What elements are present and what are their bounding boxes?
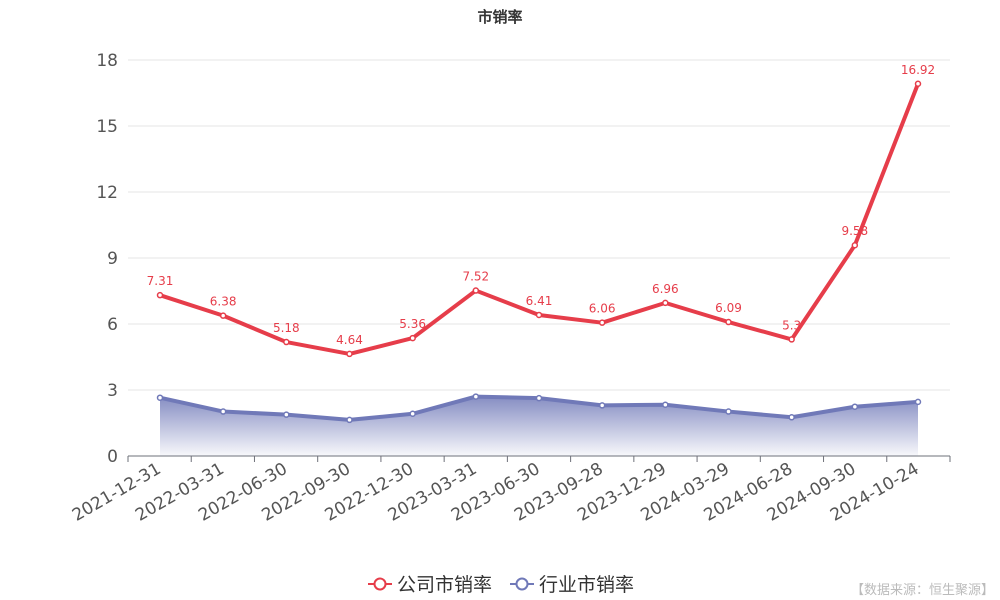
data-label: 6.09 bbox=[715, 301, 742, 315]
data-point bbox=[598, 319, 606, 326]
data-point bbox=[914, 398, 922, 406]
data-point bbox=[472, 287, 480, 294]
y-tick-label: 12 bbox=[96, 183, 118, 203]
data-label: 5.18 bbox=[273, 321, 300, 335]
data-point bbox=[283, 411, 290, 418]
data-point bbox=[156, 394, 164, 401]
data-point bbox=[283, 338, 290, 346]
y-tick-label: 15 bbox=[96, 117, 118, 137]
data-point bbox=[219, 312, 227, 319]
data-point bbox=[788, 414, 795, 421]
data-point bbox=[156, 291, 164, 299]
y-tick-label: 3 bbox=[107, 381, 118, 401]
data-point bbox=[409, 410, 416, 418]
data-point bbox=[914, 80, 922, 88]
data-point bbox=[598, 402, 606, 409]
series: 7.31 6.38 5.18 4.64 5.36 7.52 6.41 6.06 6.96 6.09… bbox=[147, 63, 935, 456]
data-label: 7.31 bbox=[147, 274, 174, 288]
data-point bbox=[409, 334, 416, 342]
data-point bbox=[851, 241, 859, 249]
data-point bbox=[219, 408, 227, 415]
y-tick-label: 9 bbox=[107, 249, 118, 269]
data-point bbox=[346, 350, 353, 358]
data-label: 6.06 bbox=[589, 302, 616, 316]
data-point bbox=[662, 401, 669, 408]
legend-marker bbox=[373, 577, 387, 591]
data-point bbox=[535, 394, 543, 402]
legend-label: 公司市销率 bbox=[397, 574, 492, 596]
data-point bbox=[725, 408, 732, 415]
legend-marker bbox=[515, 577, 529, 591]
data-point bbox=[535, 311, 543, 319]
data-label: 9.58 bbox=[841, 224, 868, 238]
data-label: 5.3 bbox=[782, 318, 801, 332]
data-source: 【数据来源：恒生聚源】 bbox=[851, 583, 994, 598]
grid bbox=[128, 59, 950, 391]
y-tick-label: 0 bbox=[107, 447, 118, 467]
data-point bbox=[662, 299, 669, 307]
y-tick-label: 6 bbox=[107, 315, 118, 335]
data-label: 5.36 bbox=[399, 317, 426, 331]
data-point bbox=[472, 393, 480, 400]
data-label: 4.64 bbox=[336, 333, 363, 347]
industry-area bbox=[160, 396, 918, 456]
data-label: 16.92 bbox=[901, 63, 935, 77]
data-point bbox=[851, 403, 859, 410]
data-label: 6.96 bbox=[652, 282, 679, 296]
data-point bbox=[725, 318, 732, 326]
data-point bbox=[788, 336, 795, 343]
data-label: 7.52 bbox=[462, 270, 489, 284]
data-label: 6.38 bbox=[210, 295, 237, 309]
y-tick-label: 18 bbox=[96, 51, 118, 71]
data-label: 6.41 bbox=[526, 294, 553, 308]
legend: 公司市销率 行业市销率 bbox=[368, 574, 634, 596]
data-point bbox=[346, 416, 353, 424]
chart-title: 市销率 bbox=[477, 8, 522, 26]
legend-label: 行业市销率 bbox=[539, 574, 634, 596]
